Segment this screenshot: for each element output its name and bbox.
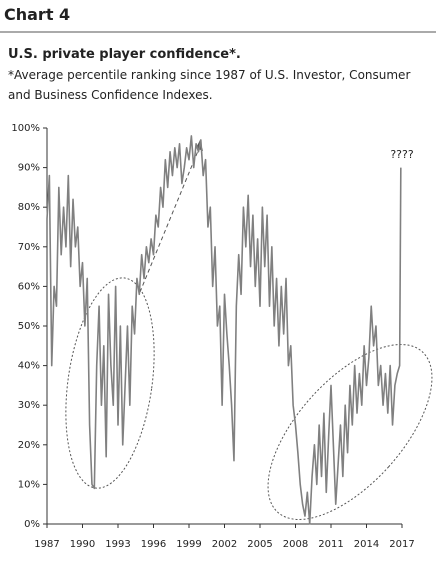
x-tick-label: 2002: [212, 539, 237, 550]
x-tick-label: 2005: [247, 539, 272, 550]
y-tick-label: 10%: [18, 479, 40, 490]
y-tick-label: 80%: [18, 202, 40, 213]
trend-arrow: [139, 145, 201, 293]
subtitle: and Business Confidence Indexes.: [8, 88, 213, 102]
x-tick-label: 2008: [283, 539, 308, 550]
y-tick-label: 70%: [18, 242, 40, 253]
y-tick-label: 40%: [18, 361, 40, 372]
highlight-ellipse: [267, 344, 433, 520]
x-tick-label: 2011: [318, 539, 343, 550]
y-tick-label: 60%: [18, 281, 40, 292]
chart-title: U.S. private player confidence*.: [8, 47, 241, 62]
y-tick-label: 50%: [18, 321, 40, 332]
y-tick-label: 90%: [18, 163, 40, 174]
x-tick-label: 1990: [70, 539, 95, 550]
y-tick-label: 0%: [24, 519, 40, 530]
header: Chart 4: [4, 5, 70, 24]
x-tick-label: 1996: [141, 539, 166, 550]
y-tick-label: 30%: [18, 400, 40, 411]
y-tick-label: 20%: [18, 440, 40, 451]
subtitle: *Average percentile ranking since 1987 o…: [8, 68, 410, 82]
data-line: [46, 135, 402, 525]
highlight-ellipse: [65, 277, 155, 489]
x-tick-label: 2017: [389, 539, 414, 550]
x-tick-label: 1987: [34, 539, 59, 550]
x-tick-label: 2014: [354, 539, 379, 550]
y-tick-label: 100%: [11, 123, 40, 134]
x-tick-label: 1999: [176, 539, 201, 550]
annotation: ????: [390, 148, 414, 161]
x-tick-label: 1993: [105, 539, 130, 550]
